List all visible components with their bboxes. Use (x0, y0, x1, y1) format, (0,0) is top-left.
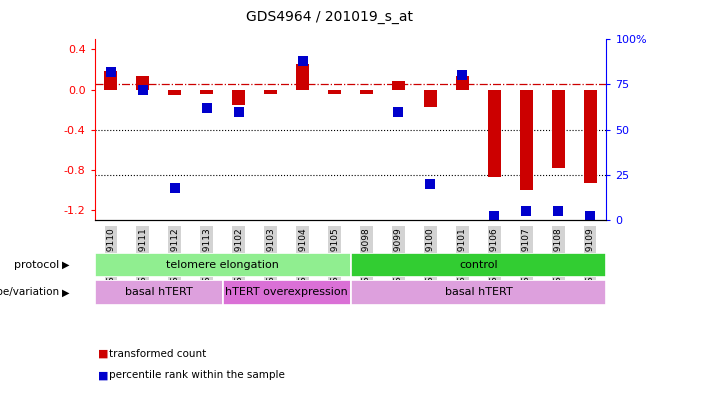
Text: genotype/variation: genotype/variation (0, 287, 60, 298)
Bar (296, 64, 309, 90)
Bar (360, 90, 373, 94)
Bar (232, 90, 245, 105)
Bar (584, 90, 597, 183)
Point (169, 184, 180, 191)
Bar (168, 90, 181, 95)
Point (233, 108, 244, 115)
Point (489, 213, 500, 220)
Point (585, 213, 596, 220)
Bar (552, 90, 565, 168)
Text: hTERT overexpression: hTERT overexpression (225, 287, 348, 298)
Bar (264, 90, 277, 94)
Bar (104, 72, 117, 90)
Bar (520, 90, 533, 190)
Text: protocol: protocol (14, 260, 60, 270)
Point (425, 181, 436, 187)
Text: ▶: ▶ (62, 287, 69, 298)
Bar (200, 90, 213, 94)
Text: basal hTERT: basal hTERT (444, 287, 512, 298)
Point (457, 72, 468, 79)
Bar (95, 253, 350, 277)
Bar (456, 77, 469, 90)
Text: ▶: ▶ (62, 260, 69, 270)
Bar (392, 81, 405, 90)
Bar (328, 90, 341, 94)
Text: GDS4964 / 201019_s_at: GDS4964 / 201019_s_at (246, 10, 413, 24)
Text: percentile rank within the sample: percentile rank within the sample (109, 370, 285, 380)
Bar (424, 90, 437, 107)
Point (105, 69, 116, 75)
Bar (350, 253, 606, 277)
Point (521, 208, 532, 214)
Text: ■: ■ (98, 370, 109, 380)
Point (201, 105, 212, 111)
Bar (136, 77, 149, 90)
Point (553, 208, 564, 214)
Text: ■: ■ (98, 349, 109, 359)
Text: transformed count: transformed count (109, 349, 206, 359)
Bar (488, 90, 501, 177)
Bar (223, 280, 350, 305)
Text: control: control (459, 260, 498, 270)
Point (297, 58, 308, 64)
Text: telomere elongation: telomere elongation (166, 260, 279, 270)
Bar (95, 280, 223, 305)
Point (137, 87, 148, 93)
Text: basal hTERT: basal hTERT (125, 287, 193, 298)
Point (393, 108, 404, 115)
Bar (350, 280, 606, 305)
